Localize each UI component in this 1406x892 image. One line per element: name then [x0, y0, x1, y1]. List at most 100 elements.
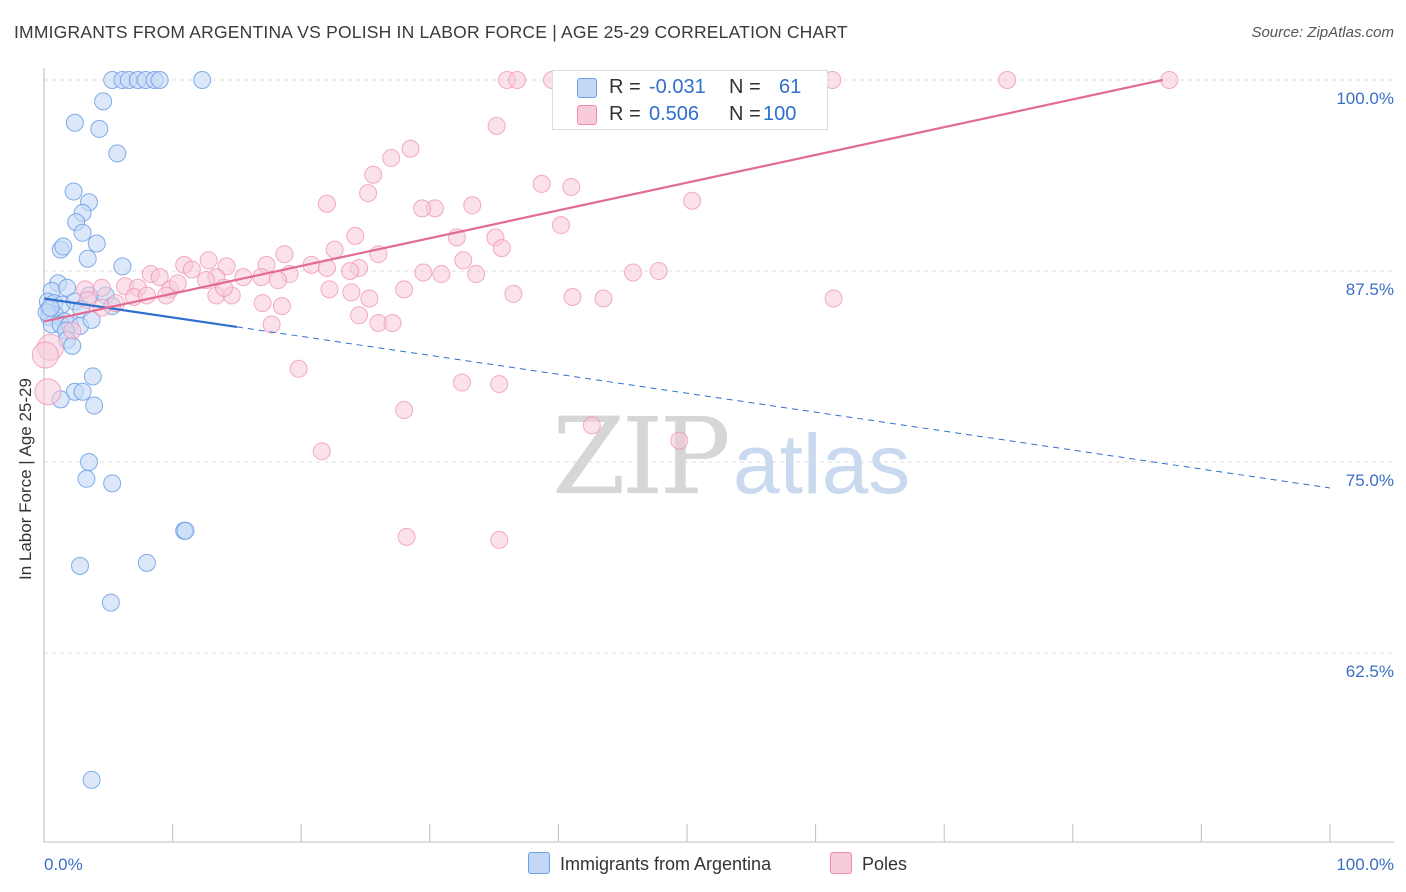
point-poles — [397, 527, 416, 546]
legend-n-label: N = — [729, 76, 761, 98]
point-poles — [594, 289, 613, 308]
legend-row-poles: R = 0.506 N = 100 — [553, 101, 827, 127]
point-argentina — [94, 92, 113, 111]
point-argentina — [103, 474, 122, 493]
point-argentina — [41, 298, 60, 317]
point-poles — [360, 289, 379, 308]
point-argentina — [58, 278, 77, 297]
legend-label-poles: Poles — [862, 854, 908, 874]
y-tick-label: 62.5% — [1346, 662, 1394, 681]
point-poles — [467, 265, 486, 284]
point-poles — [490, 530, 509, 549]
point-argentina — [73, 223, 92, 242]
point-poles — [1160, 71, 1179, 89]
watermark: ZIPatlas — [552, 395, 910, 518]
point-poles — [262, 315, 281, 334]
chart-title: IMMIGRANTS FROM ARGENTINA VS POLISH IN L… — [14, 22, 848, 42]
point-poles — [31, 341, 59, 369]
point-poles — [92, 278, 111, 297]
point-poles — [359, 184, 378, 203]
point-poles — [487, 116, 506, 135]
point-poles — [670, 431, 689, 450]
watermark-atlas: atlas — [732, 417, 911, 511]
point-argentina — [77, 469, 96, 488]
point-poles — [562, 177, 581, 196]
point-poles — [272, 297, 291, 316]
trend-lines — [43, 78, 1331, 489]
point-argentina — [82, 770, 101, 789]
point-poles — [346, 226, 365, 245]
point-poles — [563, 287, 582, 306]
point-poles — [182, 260, 201, 279]
point-poles — [199, 251, 218, 270]
series-argentina-points — [37, 71, 212, 789]
point-poles — [532, 174, 551, 193]
point-argentina — [101, 593, 120, 612]
trend-line-argentina — [43, 297, 238, 329]
point-poles — [492, 239, 511, 258]
point-poles — [275, 245, 294, 264]
point-poles — [395, 280, 414, 299]
point-poles — [454, 251, 473, 270]
point-argentina — [63, 336, 82, 355]
point-poles — [269, 271, 288, 290]
point-poles — [317, 194, 336, 213]
source-label: Source: ZipAtlas.com — [1251, 24, 1394, 41]
gridlines — [44, 79, 1394, 654]
point-poles — [312, 442, 331, 461]
axes — [43, 68, 1394, 843]
point-poles — [413, 199, 432, 218]
point-argentina — [108, 144, 127, 163]
legend-label-argentina: Immigrants from Argentina — [560, 854, 772, 874]
point-argentina — [85, 396, 104, 415]
point-poles — [508, 71, 527, 89]
point-poles — [325, 240, 344, 259]
y-tick-label: 100.0% — [1336, 89, 1394, 108]
point-argentina — [193, 71, 212, 89]
point-argentina — [80, 453, 99, 471]
point-poles — [150, 268, 169, 287]
point-argentina — [113, 257, 132, 276]
point-argentina — [64, 182, 83, 201]
point-poles — [34, 378, 62, 406]
point-argentina — [90, 119, 109, 138]
point-argentina — [137, 553, 156, 572]
point-poles — [401, 139, 420, 158]
legend-swatch-poles — [830, 852, 852, 874]
point-poles — [289, 359, 308, 378]
legend-row-argentina: R = -0.031 N = 61 — [553, 74, 827, 100]
point-argentina — [73, 382, 92, 401]
point-poles — [320, 280, 339, 299]
trend-line-argentina-extension — [236, 326, 1331, 489]
point-poles — [382, 148, 401, 167]
legend-r-label: R = — [609, 76, 641, 98]
point-poles — [341, 262, 360, 280]
point-poles — [452, 373, 471, 392]
trend-line-poles — [43, 78, 1164, 323]
legend-n-value: 61 — [779, 76, 802, 98]
watermark-zip: ZIP — [552, 395, 731, 518]
point-argentina — [176, 521, 195, 540]
point-argentina — [54, 237, 73, 256]
legend-swatch-argentina — [528, 852, 550, 874]
point-poles — [364, 165, 383, 184]
point-poles — [252, 268, 271, 287]
point-poles — [582, 416, 601, 435]
y-tick-label: 75.0% — [1346, 471, 1394, 490]
point-poles — [998, 71, 1017, 89]
point-poles — [350, 306, 369, 325]
legend-swatch-argentina — [577, 78, 597, 98]
y-tick-label: 87.5% — [1346, 280, 1394, 299]
point-argentina — [150, 71, 169, 89]
legend-n-label: N = — [729, 103, 761, 125]
legend-item-argentina[interactable]: Immigrants from Argentina — [528, 852, 771, 875]
point-poles — [649, 262, 668, 280]
point-poles — [432, 265, 451, 284]
point-poles — [623, 263, 642, 282]
legend-r-value: -0.031 — [649, 76, 706, 98]
point-poles — [414, 263, 433, 282]
point-poles — [63, 321, 82, 340]
legend-item-poles[interactable]: Poles — [830, 852, 907, 875]
legend-swatch-poles — [577, 105, 597, 125]
